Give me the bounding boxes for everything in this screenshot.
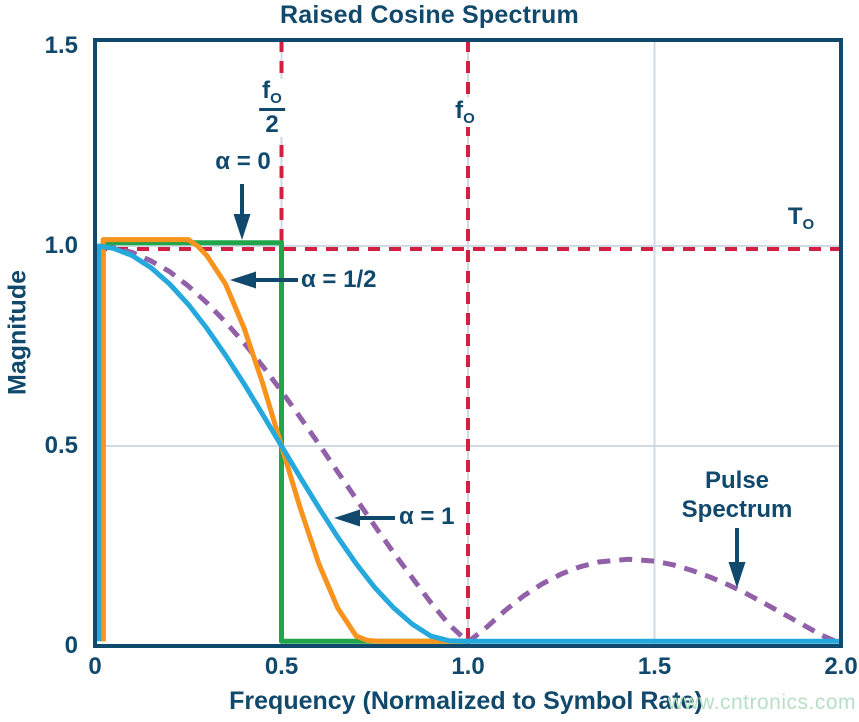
- alpha-0-arrow-head: [233, 214, 251, 240]
- fo-over-2-label: fO 2: [253, 79, 291, 137]
- watermark-text: www.cntronics.com: [667, 691, 856, 714]
- y-tick-label: 0: [64, 632, 78, 659]
- x-axis-label: Frequency (Normalized to Symbol Rate): [229, 687, 703, 715]
- y-tick-label: 1.5: [44, 32, 78, 59]
- x-tick-label: 0: [88, 653, 102, 680]
- y-tick-label: 0.5: [44, 432, 78, 459]
- curve-pulse-spectrum: [102, 243, 842, 646]
- alpha-1-arrow-head: [334, 509, 360, 527]
- pulse-arrow-head: [728, 562, 746, 588]
- plot-frame: [93, 38, 843, 648]
- y-axis-label: Magnitude: [3, 270, 32, 395]
- fo2-numerator: fO: [259, 79, 285, 111]
- chart-title: Raised Cosine Spectrum: [280, 1, 579, 29]
- alpha-half-arrow-head: [230, 271, 256, 289]
- x-tick-label: 0.5: [264, 653, 299, 680]
- curve-alpha-1: [96, 243, 841, 644]
- alpha-half-annotation: α = 1/2: [301, 266, 377, 293]
- curve-alpha-half: [100, 237, 468, 644]
- x-tick-label: 1.0: [451, 653, 485, 680]
- fo-label: fO: [447, 97, 483, 127]
- pulse-spectrum-annotation: Pulse Spectrum: [681, 467, 793, 524]
- y-tick-label: 1.0: [44, 232, 78, 259]
- To-label: TO: [787, 203, 815, 233]
- x-tick-label: 2.0: [824, 653, 858, 680]
- fo2-denominator: 2: [265, 111, 279, 138]
- x-tick-label: 1.5: [637, 653, 672, 680]
- alpha-0-annotation: α = 0: [215, 148, 271, 175]
- alpha-1-annotation: α = 1: [399, 503, 455, 530]
